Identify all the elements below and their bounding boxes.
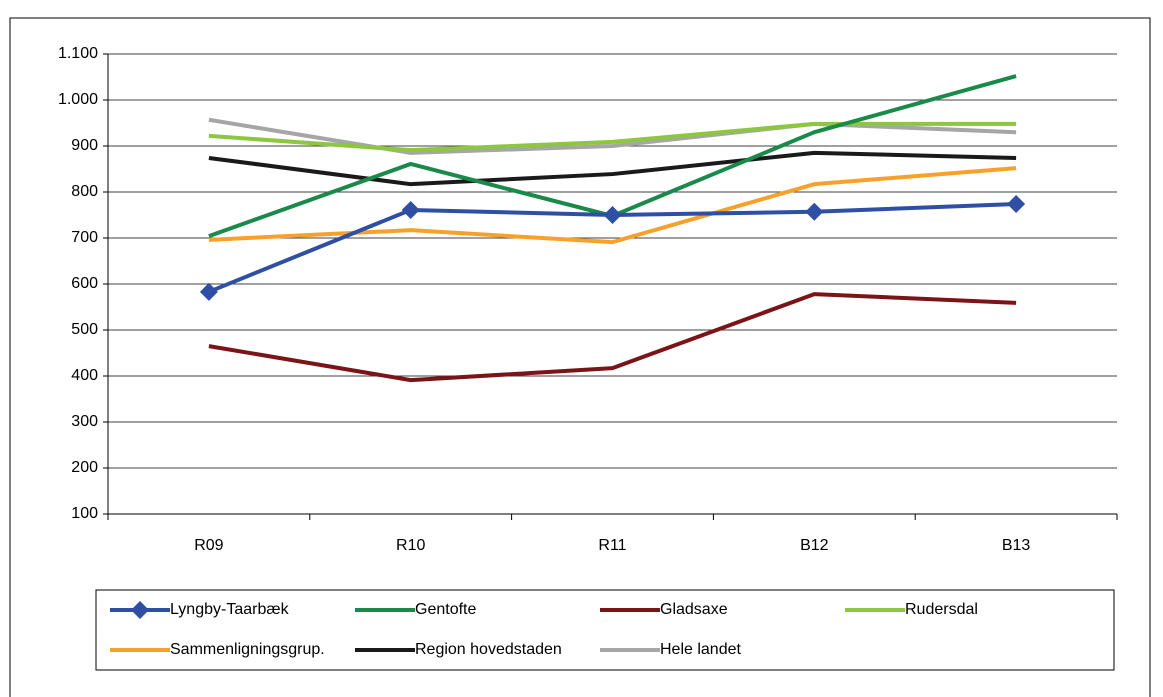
series-marker bbox=[199, 282, 218, 301]
series-line bbox=[208, 166, 1017, 245]
y-tick-label: 900 bbox=[71, 137, 98, 154]
series-line bbox=[208, 292, 1017, 383]
series-marker bbox=[1007, 194, 1026, 213]
legend-label: Hele landet bbox=[660, 641, 742, 658]
legend-marker bbox=[131, 601, 149, 619]
series-line bbox=[208, 150, 1017, 187]
y-tick-label: 700 bbox=[71, 229, 98, 246]
legend-label: Gladsaxe bbox=[660, 601, 728, 618]
y-tick-label: 100 bbox=[71, 505, 98, 522]
y-tick-label: 400 bbox=[71, 367, 98, 384]
x-tick-label: R11 bbox=[598, 537, 626, 554]
legend-label: Gentofte bbox=[415, 601, 476, 618]
series-marker bbox=[805, 202, 824, 221]
x-tick-label: B13 bbox=[1002, 537, 1031, 554]
y-tick-label: 1.100 bbox=[58, 45, 98, 62]
series-marker bbox=[603, 206, 622, 224]
x-tick-label: B12 bbox=[800, 537, 829, 554]
series-line bbox=[208, 117, 1017, 155]
x-tick-label: R09 bbox=[194, 537, 223, 554]
legend-label: Rudersdal bbox=[905, 601, 978, 618]
legend-label: Lyngby-Taarbæk bbox=[170, 601, 290, 618]
legend-box bbox=[95, 589, 1115, 671]
y-tick-label: 600 bbox=[71, 275, 98, 292]
y-tick-label: 200 bbox=[71, 459, 98, 476]
legend-label: Region hovedstaden bbox=[415, 641, 562, 658]
y-tick-label: 500 bbox=[71, 321, 98, 338]
series-line bbox=[208, 121, 1017, 153]
y-tick-label: 800 bbox=[71, 183, 98, 200]
y-tick-label: 1.000 bbox=[58, 91, 98, 108]
y-tick-label: 300 bbox=[71, 413, 98, 430]
x-tick-label: R10 bbox=[396, 537, 425, 554]
series-marker bbox=[401, 200, 420, 219]
legend-label: Sammenligningsgrup. bbox=[170, 641, 325, 658]
